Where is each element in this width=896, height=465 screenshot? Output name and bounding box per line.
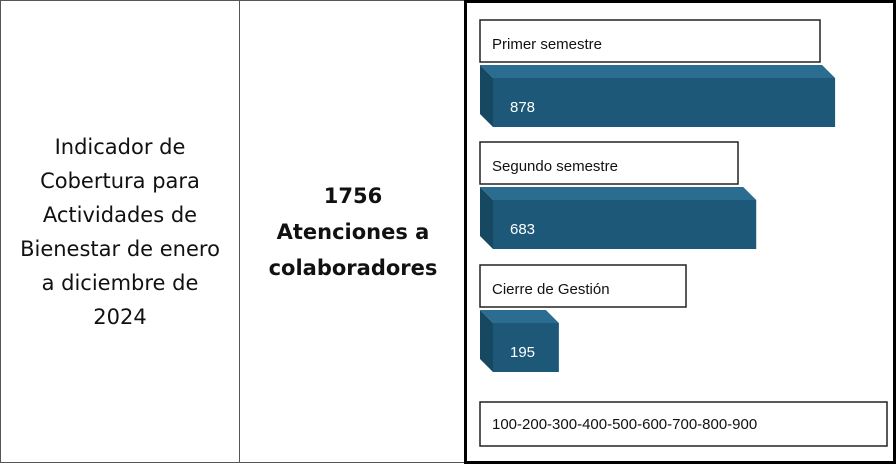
value-label: 878: [510, 99, 535, 116]
total-label: Atenciones a colaboradores: [268, 219, 438, 280]
indicator-cell: Indicador de Cobertura para Actividades …: [0, 0, 240, 463]
bar: [493, 78, 836, 127]
axis-label: 100-200-300-400-500-600-700-800-900: [492, 416, 757, 433]
axis-box: [479, 401, 888, 447]
bar-side: [480, 187, 493, 249]
category-box: [479, 141, 739, 185]
total-cell: 1756 Atenciones a colaboradores: [239, 0, 467, 463]
category-label: Primer semestre: [492, 36, 602, 53]
bar: [493, 200, 757, 249]
category-label: Segundo semestre: [492, 158, 618, 175]
bar-top: [480, 65, 836, 78]
bar-side: [480, 65, 493, 127]
category-box: [479, 19, 821, 63]
category-label: Cierre de Gestión: [492, 281, 610, 298]
total-block: 1756 Atenciones a colaboradores: [253, 178, 453, 286]
bar-side: [480, 310, 493, 372]
total-value: 1756: [323, 183, 383, 208]
bar-top: [480, 187, 757, 200]
bar: [493, 323, 559, 372]
bar-top: [480, 310, 559, 323]
value-label: 195: [510, 344, 535, 361]
indicator-text: Indicador de Cobertura para Actividades …: [20, 134, 220, 329]
category-box: [479, 264, 687, 308]
value-label: 683: [510, 221, 535, 238]
chart: Primer semestre 878 Segundo semestre 683 Cie…: [464, 0, 896, 464]
